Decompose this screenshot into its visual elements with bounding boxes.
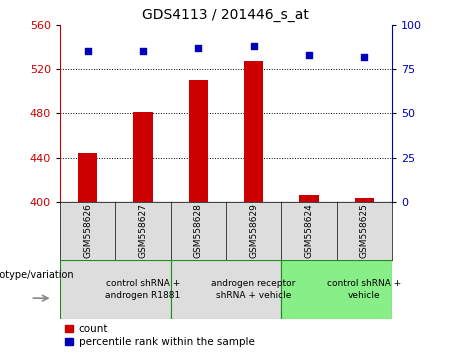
Bar bbox=[189, 80, 208, 202]
Text: GSM558626: GSM558626 bbox=[83, 204, 92, 258]
Bar bbox=[60, 260, 171, 319]
Bar bbox=[78, 153, 97, 202]
Point bbox=[250, 43, 257, 49]
Point bbox=[361, 54, 368, 59]
Bar bbox=[355, 199, 374, 202]
Point bbox=[195, 45, 202, 51]
Text: genotype/variation: genotype/variation bbox=[0, 270, 74, 280]
Text: GSM558628: GSM558628 bbox=[194, 204, 203, 258]
Text: GSM558629: GSM558629 bbox=[249, 204, 258, 258]
Bar bbox=[281, 260, 392, 319]
Point bbox=[305, 52, 313, 58]
Bar bbox=[171, 260, 281, 319]
Point bbox=[84, 48, 91, 54]
Bar bbox=[133, 112, 153, 202]
Bar bbox=[299, 195, 319, 202]
Text: control shRNA +
androgen R1881: control shRNA + androgen R1881 bbox=[105, 279, 181, 300]
Legend: count, percentile rank within the sample: count, percentile rank within the sample bbox=[65, 324, 254, 347]
Point bbox=[139, 48, 147, 54]
Text: androgen receptor
shRNA + vehicle: androgen receptor shRNA + vehicle bbox=[211, 279, 296, 300]
Text: GSM558624: GSM558624 bbox=[304, 204, 313, 258]
Text: GSM558625: GSM558625 bbox=[360, 204, 369, 258]
Text: control shRNA +
vehicle: control shRNA + vehicle bbox=[327, 279, 402, 300]
Bar bbox=[244, 61, 263, 202]
Text: GSM558627: GSM558627 bbox=[138, 204, 148, 258]
Title: GDS4113 / 201446_s_at: GDS4113 / 201446_s_at bbox=[142, 8, 309, 22]
